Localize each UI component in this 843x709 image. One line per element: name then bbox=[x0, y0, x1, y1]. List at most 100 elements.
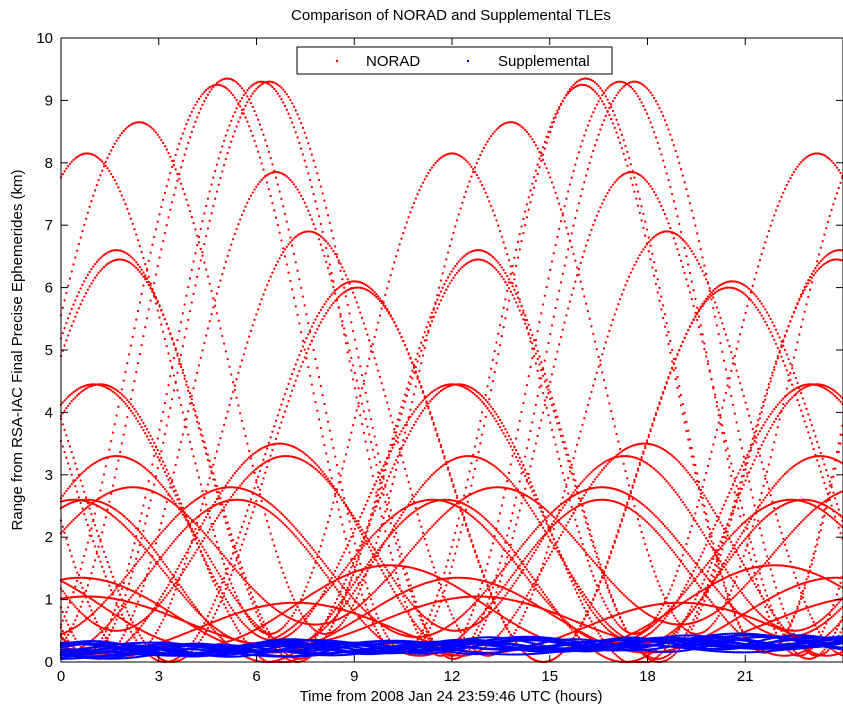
data-point bbox=[762, 246, 765, 250]
data-point bbox=[131, 335, 134, 339]
data-point bbox=[647, 241, 650, 244]
data-point bbox=[814, 435, 817, 438]
data-point bbox=[581, 83, 584, 86]
data-point bbox=[685, 187, 688, 191]
data-point bbox=[420, 349, 423, 352]
data-point bbox=[792, 371, 796, 375]
data-point bbox=[294, 261, 297, 264]
data-point bbox=[524, 392, 527, 396]
data-point bbox=[676, 375, 679, 379]
data-point bbox=[443, 291, 446, 295]
data-point bbox=[276, 260, 279, 263]
data-point bbox=[273, 425, 276, 428]
data-point bbox=[222, 266, 226, 270]
data-point bbox=[480, 616, 484, 620]
data-point bbox=[463, 157, 466, 160]
data-point bbox=[561, 440, 564, 444]
data-point bbox=[586, 124, 590, 127]
data-point bbox=[742, 554, 745, 558]
data-point bbox=[402, 231, 405, 235]
data-point bbox=[823, 256, 826, 259]
data-point bbox=[427, 331, 430, 334]
data-point bbox=[149, 282, 152, 285]
data-point bbox=[536, 434, 539, 437]
data-point bbox=[321, 318, 324, 321]
data-point bbox=[448, 552, 452, 555]
data-point bbox=[588, 564, 591, 568]
data-point bbox=[592, 384, 595, 387]
data-point bbox=[101, 481, 104, 484]
data-point bbox=[825, 506, 828, 510]
data-point bbox=[308, 213, 312, 217]
data-point bbox=[506, 274, 509, 278]
data-point bbox=[685, 420, 688, 423]
data-point bbox=[197, 631, 201, 635]
data-point bbox=[303, 341, 306, 344]
data-point bbox=[690, 628, 693, 631]
data-point bbox=[789, 372, 792, 375]
data-point bbox=[665, 658, 668, 662]
data-point bbox=[289, 236, 292, 239]
data-point bbox=[613, 81, 616, 84]
data-point bbox=[371, 621, 374, 624]
data-point bbox=[475, 249, 478, 252]
data-point bbox=[192, 125, 195, 128]
data-point bbox=[197, 427, 201, 430]
data-point bbox=[292, 368, 296, 371]
data-point bbox=[683, 421, 686, 424]
data-point bbox=[188, 395, 192, 399]
data-point bbox=[468, 470, 471, 473]
data-point bbox=[445, 655, 448, 658]
data-point bbox=[328, 306, 331, 309]
data-point bbox=[373, 291, 376, 294]
data-point bbox=[719, 341, 722, 345]
data-point bbox=[610, 105, 613, 109]
data-point bbox=[554, 306, 557, 310]
data-point bbox=[808, 288, 812, 291]
data-point bbox=[310, 571, 314, 574]
data-point bbox=[554, 243, 557, 247]
data-point bbox=[459, 207, 462, 210]
data-point bbox=[328, 244, 331, 248]
data-point bbox=[334, 252, 337, 256]
data-point bbox=[583, 295, 586, 298]
data-point bbox=[611, 82, 615, 85]
data-point bbox=[558, 509, 561, 512]
data-point bbox=[323, 632, 326, 636]
data-point bbox=[316, 366, 319, 370]
data-point bbox=[298, 141, 301, 145]
data-point bbox=[162, 618, 165, 621]
data-point bbox=[83, 280, 86, 283]
data-point bbox=[387, 496, 391, 500]
data-point bbox=[817, 152, 821, 155]
data-point bbox=[760, 302, 763, 305]
data-point bbox=[739, 565, 742, 568]
data-point bbox=[201, 434, 204, 438]
data-point bbox=[663, 230, 667, 233]
data-point bbox=[558, 428, 561, 431]
data-point bbox=[93, 189, 97, 192]
data-point bbox=[101, 531, 104, 534]
data-point bbox=[283, 624, 287, 627]
data-point bbox=[321, 249, 324, 252]
data-point bbox=[524, 455, 527, 458]
data-point bbox=[366, 587, 369, 590]
data-point bbox=[242, 89, 245, 92]
data-point bbox=[339, 315, 342, 318]
data-point bbox=[194, 228, 197, 231]
data-point bbox=[651, 266, 654, 269]
data-point bbox=[205, 503, 208, 506]
data-point bbox=[230, 539, 233, 543]
data-point bbox=[722, 584, 726, 587]
data-point bbox=[748, 480, 751, 483]
data-point bbox=[405, 387, 409, 390]
data-point bbox=[122, 129, 125, 133]
data-point bbox=[599, 359, 602, 362]
data-point bbox=[145, 280, 149, 284]
data-point bbox=[826, 220, 830, 224]
data-point bbox=[429, 169, 432, 172]
data-point bbox=[343, 619, 346, 622]
data-point bbox=[165, 185, 168, 188]
data-point bbox=[534, 338, 538, 342]
data-point bbox=[814, 271, 817, 275]
